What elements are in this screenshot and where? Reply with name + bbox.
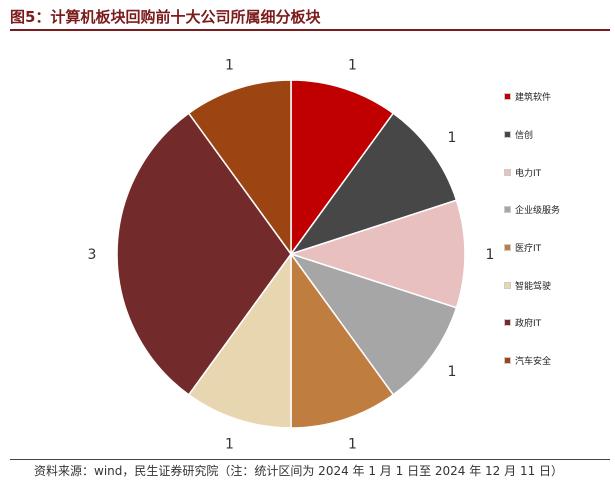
data-label-电力it: 1 <box>486 247 495 263</box>
data-label-医疗it: 1 <box>348 436 357 452</box>
legend-label: 医疗IT <box>515 244 542 255</box>
legend-label: 企业级服务 <box>515 206 561 217</box>
legend-swatch <box>504 244 511 252</box>
pie-slice-信创 <box>289 112 458 256</box>
legend-item-政府it: 政府IT <box>504 304 560 342</box>
pie-slice-企业级服务 <box>289 252 458 396</box>
pie-slice-建筑软件 <box>290 79 395 257</box>
legend-item-企业级服务: 企业级服务 <box>504 191 560 229</box>
title-bar: 图5：计算机板块回购前十大公司所属细分板块 <box>0 0 615 31</box>
legend-swatch <box>504 319 511 327</box>
data-label-政府it: 3 <box>88 247 97 263</box>
legend: 建筑软件信创电力IT 企业级服务医疗IT 智能驾驶政府IT 汽车安全 <box>504 78 560 380</box>
legend-label: 建筑软件 <box>515 93 552 104</box>
legend-item-电力it: 电力IT <box>504 153 560 191</box>
data-label-企业级服务: 1 <box>448 364 457 380</box>
data-label-信创: 1 <box>448 130 457 146</box>
legend-label: 信创 <box>515 131 534 142</box>
pie-slice-电力it <box>288 199 466 309</box>
legend-label: 汽车安全 <box>515 357 552 368</box>
legend-item-建筑软件: 建筑软件 <box>504 78 560 116</box>
legend-swatch <box>504 131 511 139</box>
pie-slice-政府it <box>116 112 292 396</box>
legend-item-汽车安全: 汽车安全 <box>504 342 560 380</box>
legend-swatch <box>504 168 511 176</box>
legend-item-医疗it: 医疗IT <box>504 229 560 267</box>
legend-item-智能驾驶: 智能驾驶 <box>504 266 560 304</box>
data-label-智能驾驶: 1 <box>225 436 234 452</box>
data-label-建筑软件: 1 <box>348 58 357 74</box>
legend-label: 政府IT <box>515 319 542 330</box>
pie-slice-医疗it <box>290 251 395 429</box>
legend-label: 电力IT <box>515 168 542 179</box>
legend-swatch <box>504 357 511 365</box>
data-label-汽车安全: 1 <box>225 58 234 74</box>
footer-divider <box>10 459 610 460</box>
legend-label: 智能驾驶 <box>515 281 552 292</box>
legend-swatch <box>504 281 511 289</box>
pie-slice-汽车安全 <box>187 79 292 257</box>
legend-swatch <box>504 93 511 101</box>
legend-swatch <box>504 206 511 214</box>
chart-title: 图5：计算机板块回购前十大公司所属细分板块 <box>10 8 321 26</box>
pie-slice-智能驾驶 <box>187 251 292 429</box>
title-divider <box>10 29 610 31</box>
source-note: 资料来源：wind，民生证券研究院（注：统计区间为 2024 年 1 月 1 日… <box>34 464 564 478</box>
legend-item-信创: 信创 <box>504 116 560 154</box>
